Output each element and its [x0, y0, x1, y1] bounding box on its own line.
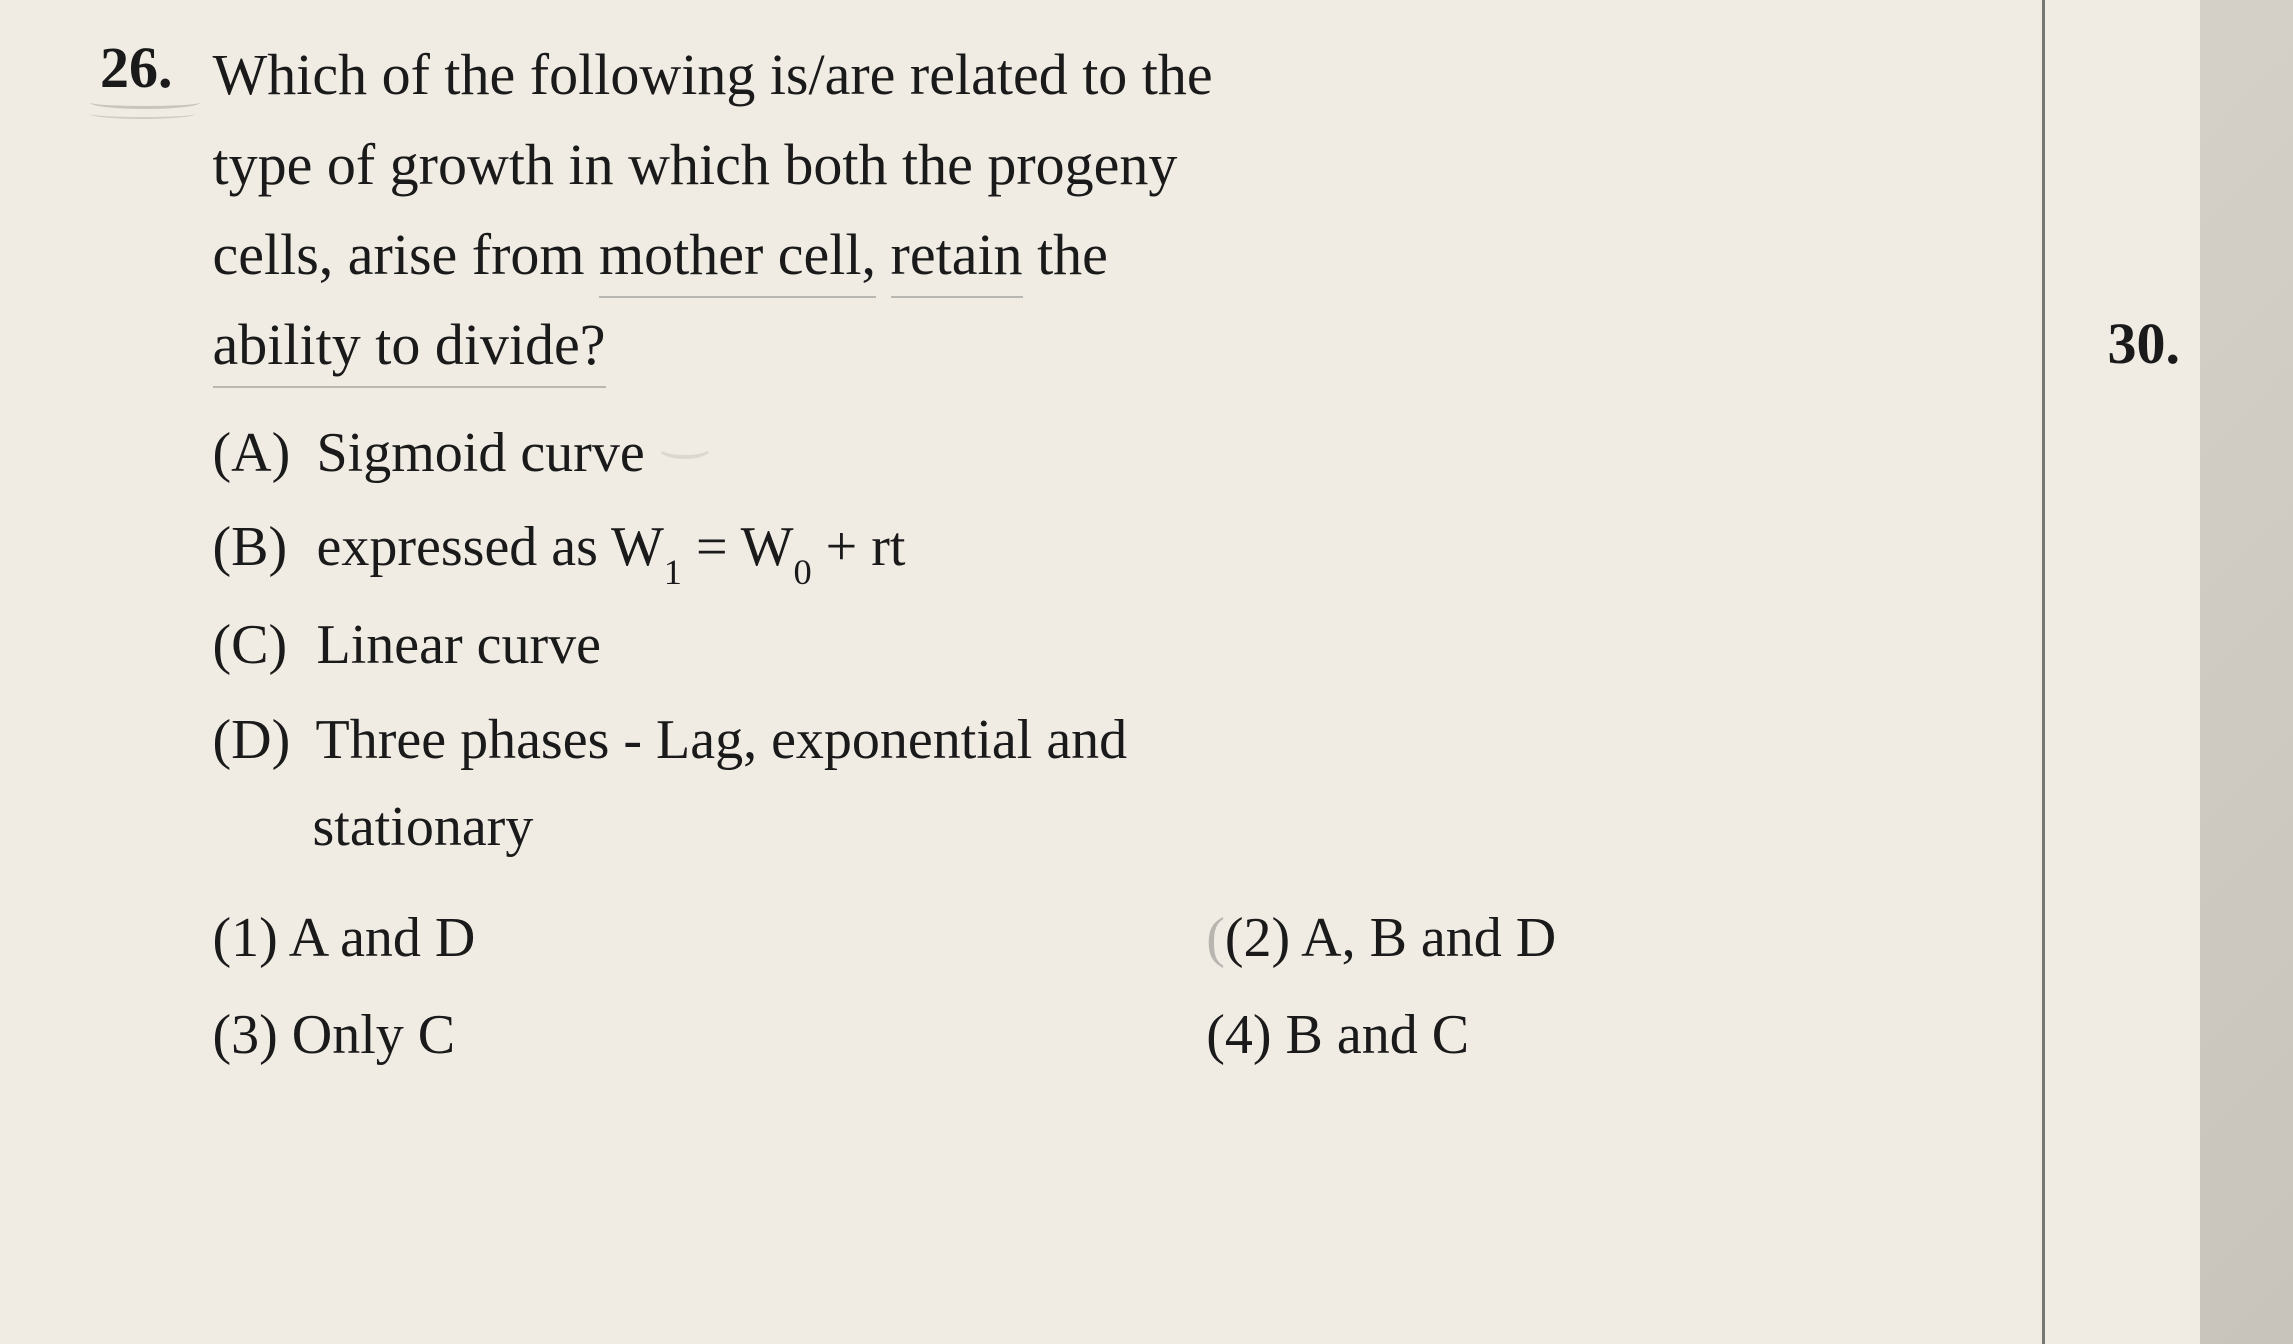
question-line-1: Which of the following is/are related to…	[213, 42, 1213, 107]
option-c-label: (C)	[213, 602, 303, 689]
side-question-number: 30.	[2108, 310, 2181, 377]
answer-2-text: A, B and D	[1301, 907, 1556, 969]
question-text: Which of the following is/are related to…	[213, 30, 2141, 390]
question-line-3a: cells, arise from	[213, 222, 585, 287]
options-list: (A) Sigmoid curve ⌣ (B) expressed as W1 …	[213, 410, 2141, 871]
option-a-label: (A)	[213, 410, 303, 497]
answer-2-pencil-mark: (	[1206, 907, 1225, 969]
answer-1-label: (1)	[213, 907, 278, 969]
question-number: 26.	[100, 30, 173, 101]
option-b-prefix: expressed as W	[317, 516, 664, 578]
option-c-text: Linear curve	[317, 614, 601, 676]
checkmark-icon: ⌣	[656, 414, 713, 488]
option-d-line2: stationary	[213, 784, 2141, 871]
option-b: (B) expressed as W1 = W0 + rt	[213, 504, 2141, 594]
question-line-3d: the	[1037, 222, 1108, 287]
vertical-divider	[2042, 0, 2045, 1344]
underlined-ability: ability to divide?	[213, 300, 606, 390]
answer-4-text: B and C	[1286, 1004, 1470, 1066]
answer-4-label: (4)	[1206, 1004, 1271, 1066]
option-b-label: (B)	[213, 504, 303, 591]
option-a: (A) Sigmoid curve ⌣	[213, 410, 2141, 497]
option-b-mid: = W	[682, 516, 793, 578]
answer-options: (1) A and D ((2) A, B and D (3) Only C (…	[213, 895, 2141, 1079]
question-line-2: type of growth in which both the progeny	[213, 132, 1178, 197]
option-b-suffix: + rt	[812, 516, 906, 578]
option-d: (D) Three phases - Lag, exponential and …	[213, 697, 2141, 871]
answer-2-label: (2)	[1225, 907, 1290, 969]
answer-2: ((2) A, B and D	[1206, 895, 2140, 982]
option-a-text: Sigmoid curve	[317, 422, 645, 484]
answer-1-text: A and D	[289, 907, 476, 969]
option-c: (C) Linear curve	[213, 602, 2141, 689]
question-body: Which of the following is/are related to…	[213, 30, 2141, 1079]
page-container: 26. Which of the following is/are relate…	[0, 0, 2200, 1344]
option-b-sub1: 1	[664, 552, 682, 592]
answer-4: (4) B and C	[1206, 992, 2140, 1079]
option-d-label: (D)	[213, 697, 303, 784]
answer-3-text: Only C	[292, 1004, 455, 1066]
answer-3-label: (3)	[213, 1004, 278, 1066]
option-d-line1: Three phases - Lag, exponential and	[316, 709, 1128, 771]
underlined-retain: retain	[891, 210, 1023, 300]
question-row: 26. Which of the following is/are relate…	[100, 30, 2140, 1079]
answer-1: (1) A and D	[213, 895, 1147, 982]
answer-3: (3) Only C	[213, 992, 1147, 1079]
option-b-sub2: 0	[793, 552, 811, 592]
underlined-mother-cell: mother cell,	[599, 210, 876, 300]
